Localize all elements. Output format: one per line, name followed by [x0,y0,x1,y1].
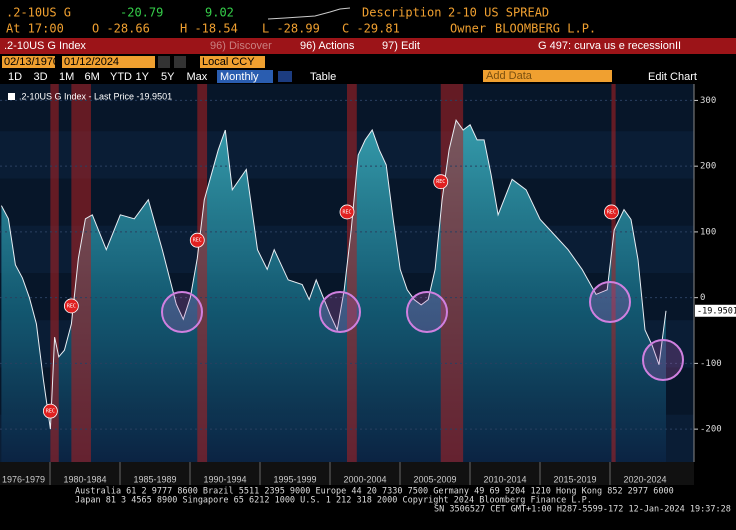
rec-marker [189,232,205,248]
time: At 17:00 [6,22,64,36]
y-tick-label: 300 [700,96,716,106]
annotation-circle [319,291,361,333]
prev-button[interactable] [158,56,170,68]
period-button[interactable]: Max [187,71,208,83]
y-tick-label: 100 [700,227,716,237]
footer-line: Australia 61 2 9777 8600 Brazil 5511 239… [75,487,674,497]
frequency[interactable]: Monthly [220,71,259,83]
period-button[interactable]: 5Y [161,71,175,83]
recession-band [50,84,59,462]
toolbar: .2-10US G Index 96) Discover 96) Actions… [0,38,736,54]
x-tick-label: 1976-1979 [2,474,45,484]
recession-band [71,84,91,462]
annotation-circle [161,291,203,333]
frequency-box[interactable] [217,70,273,83]
low: L -28.99 [262,22,320,36]
period-button[interactable]: 1Y [136,71,150,83]
end-date[interactable]: 01/12/2024 [64,56,119,68]
rec-marker [42,403,58,419]
x-tick-label: 1980-1984 [63,474,106,484]
x-tick-label: 2010-2014 [483,474,526,484]
recession-band [440,84,464,462]
start-date[interactable]: 02/13/1970 [4,56,59,68]
date-box[interactable] [2,56,55,68]
x-tick-label: 2005-2009 [413,474,456,484]
last: -20.79 [120,6,163,20]
date-box[interactable] [62,56,155,68]
recession-band [611,84,616,462]
header: .2-10US G -20.79 9.02 Description 2-10 U… [6,6,596,36]
rec-marker [604,204,619,220]
annotation-circle [642,339,684,381]
table[interactable]: Table [310,71,336,83]
owner-label: Owner [450,22,486,36]
chart-icon[interactable] [278,71,292,82]
toolbar-bg [0,38,736,54]
chart: 300 200 100 0 -100 -200 REC REC REC REC REC REC -19.… [0,84,736,485]
description-label: Description [362,6,441,20]
rec-label: REC [342,209,351,215]
next-button[interactable] [174,56,186,68]
rec-label: REC [67,303,76,309]
period-button[interactable]: 6M [85,71,100,83]
period-button[interactable]: 1D [8,71,22,83]
ticker: .2-10US G [6,6,71,20]
open: O -28.66 [92,22,150,36]
edit[interactable]: 97) Edit [382,40,420,52]
discover[interactable]: 96) Discover [210,40,272,52]
chart-name: G 497: curva us e recessionII [538,40,681,52]
y-tick-label: -200 [700,425,722,435]
rec-label: REC [193,238,202,244]
rec-label: REC [436,179,445,185]
footer: Australia 61 2 9777 8600 Brazil 5511 239… [75,487,731,515]
last-price: -19.9501 [697,306,736,316]
x-strip [0,462,694,485]
owner: BLOOMBERG L.P. [495,22,596,36]
x-tick-label: 2015-2019 [553,474,596,484]
change: 9.02 [205,6,234,20]
line [0,119,667,430]
period-button[interactable]: 1M [59,71,74,83]
sparkline [267,7,351,20]
x-tick-label: 1995-1999 [273,474,316,484]
y-tick-label: 200 [700,162,716,172]
rec-marker [433,174,449,190]
footer-line: SN 3506527 CET GMT+1:00 H287-5599-172 12… [434,505,731,515]
x-tick-label: 1990-1994 [203,474,246,484]
footer-line: Japan 81 3 4565 8900 Singapore 65 6212 1… [75,496,592,506]
actions[interactable]: 96) Actions [300,40,355,52]
rec-label: REC [607,209,616,215]
y-tick-label: 0 [700,293,705,303]
legend: .2-10US G Index - Last Price -19.9501 [19,91,172,101]
x-tick-label: 2000-2004 [343,474,386,484]
y-tick-label: -100 [700,359,722,369]
x-tick-label: 1985-1989 [133,474,176,484]
high: H -18.54 [180,22,238,36]
edit-chart[interactable]: Edit Chart [648,71,697,83]
close: C -29.81 [342,22,400,36]
x-tick-label: 2020-2024 [623,474,666,484]
area [1,120,667,462]
currency[interactable]: Local CCY [202,56,255,68]
legend-swatch [8,93,15,100]
description: 2-10 US SPREAD [448,6,549,20]
rec-label: REC [46,409,55,415]
security[interactable]: .2-10US G Index [4,40,86,52]
rec-marker [339,204,355,220]
rec-marker [63,298,79,314]
last-price-box [695,304,736,317]
period-button[interactable]: 3D [34,71,48,83]
add-data[interactable]: Add Data [486,70,533,82]
currency-box[interactable] [200,56,265,68]
annotation-circle [406,291,448,333]
controls: 02/13/1970 01/12/2024 Local CCY 1D 3D 1M 6M… [2,56,697,83]
recession-band [347,84,357,462]
add-data-box[interactable] [483,70,612,82]
recession-band [197,84,208,462]
period-button[interactable]: YTD [110,71,132,83]
annotation-circle [589,281,631,323]
